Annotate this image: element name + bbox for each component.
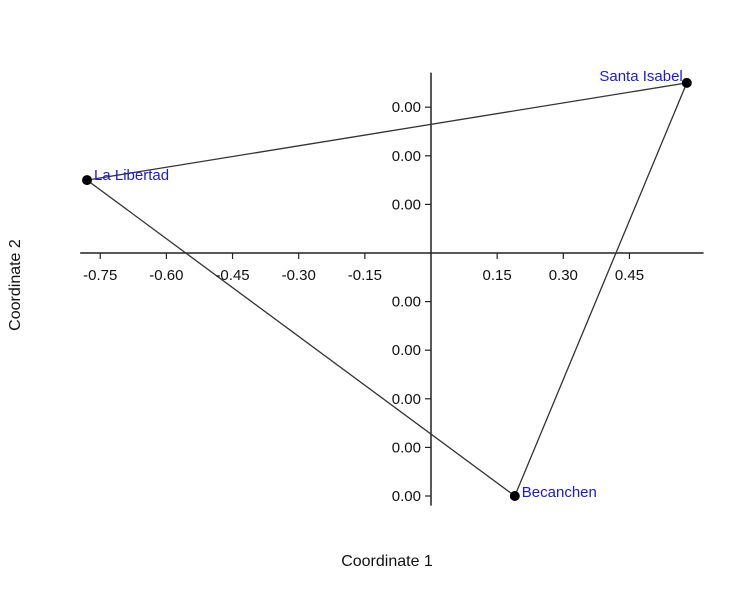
x-tick-label: 0.30 bbox=[549, 267, 578, 284]
y-tick-labels: 0.00 0.00 0.00 0.00 0.00 0.00 0.00 0.00 bbox=[392, 99, 421, 505]
y-tick-label: 0.00 bbox=[392, 99, 421, 116]
y-tick-label: 0.00 bbox=[392, 439, 421, 456]
data-point bbox=[681, 77, 692, 88]
data-point bbox=[509, 491, 520, 501]
y-tick-label: 0.00 bbox=[392, 196, 421, 213]
point-label: Becanchen bbox=[522, 484, 597, 501]
y-tick-label: 0.00 bbox=[392, 342, 421, 359]
points: Santa Isabel La Libertad Becanchen bbox=[82, 68, 692, 501]
convex-hull bbox=[85, 82, 688, 498]
y-tick-label: 0.00 bbox=[392, 488, 421, 505]
x-tick-label: -0.30 bbox=[282, 267, 316, 284]
x-tick-label: -0.60 bbox=[149, 267, 183, 284]
x-tick-label: 0.45 bbox=[615, 267, 644, 284]
y-tick-label: 0.00 bbox=[392, 148, 421, 165]
y-axis-title: Coordinate 2 bbox=[7, 239, 24, 331]
x-tick-label: -0.75 bbox=[83, 267, 117, 284]
x-tick-label: 0.15 bbox=[483, 267, 512, 284]
point-label: La Libertad bbox=[94, 167, 169, 184]
x-tick-label: -0.15 bbox=[348, 267, 382, 284]
y-tick-label: 0.00 bbox=[392, 294, 421, 311]
x-axis-title: Coordinate 1 bbox=[341, 553, 433, 570]
data-point bbox=[82, 175, 93, 186]
y-tick-label: 0.00 bbox=[392, 391, 421, 408]
x-tick-label: -0.45 bbox=[215, 267, 249, 284]
x-tick-labels: -0.75 -0.60 -0.45 -0.30 -0.15 0.15 0.30 0.45 bbox=[83, 267, 644, 284]
hull-polygon bbox=[85, 82, 688, 498]
point-label: Santa Isabel bbox=[599, 68, 682, 85]
